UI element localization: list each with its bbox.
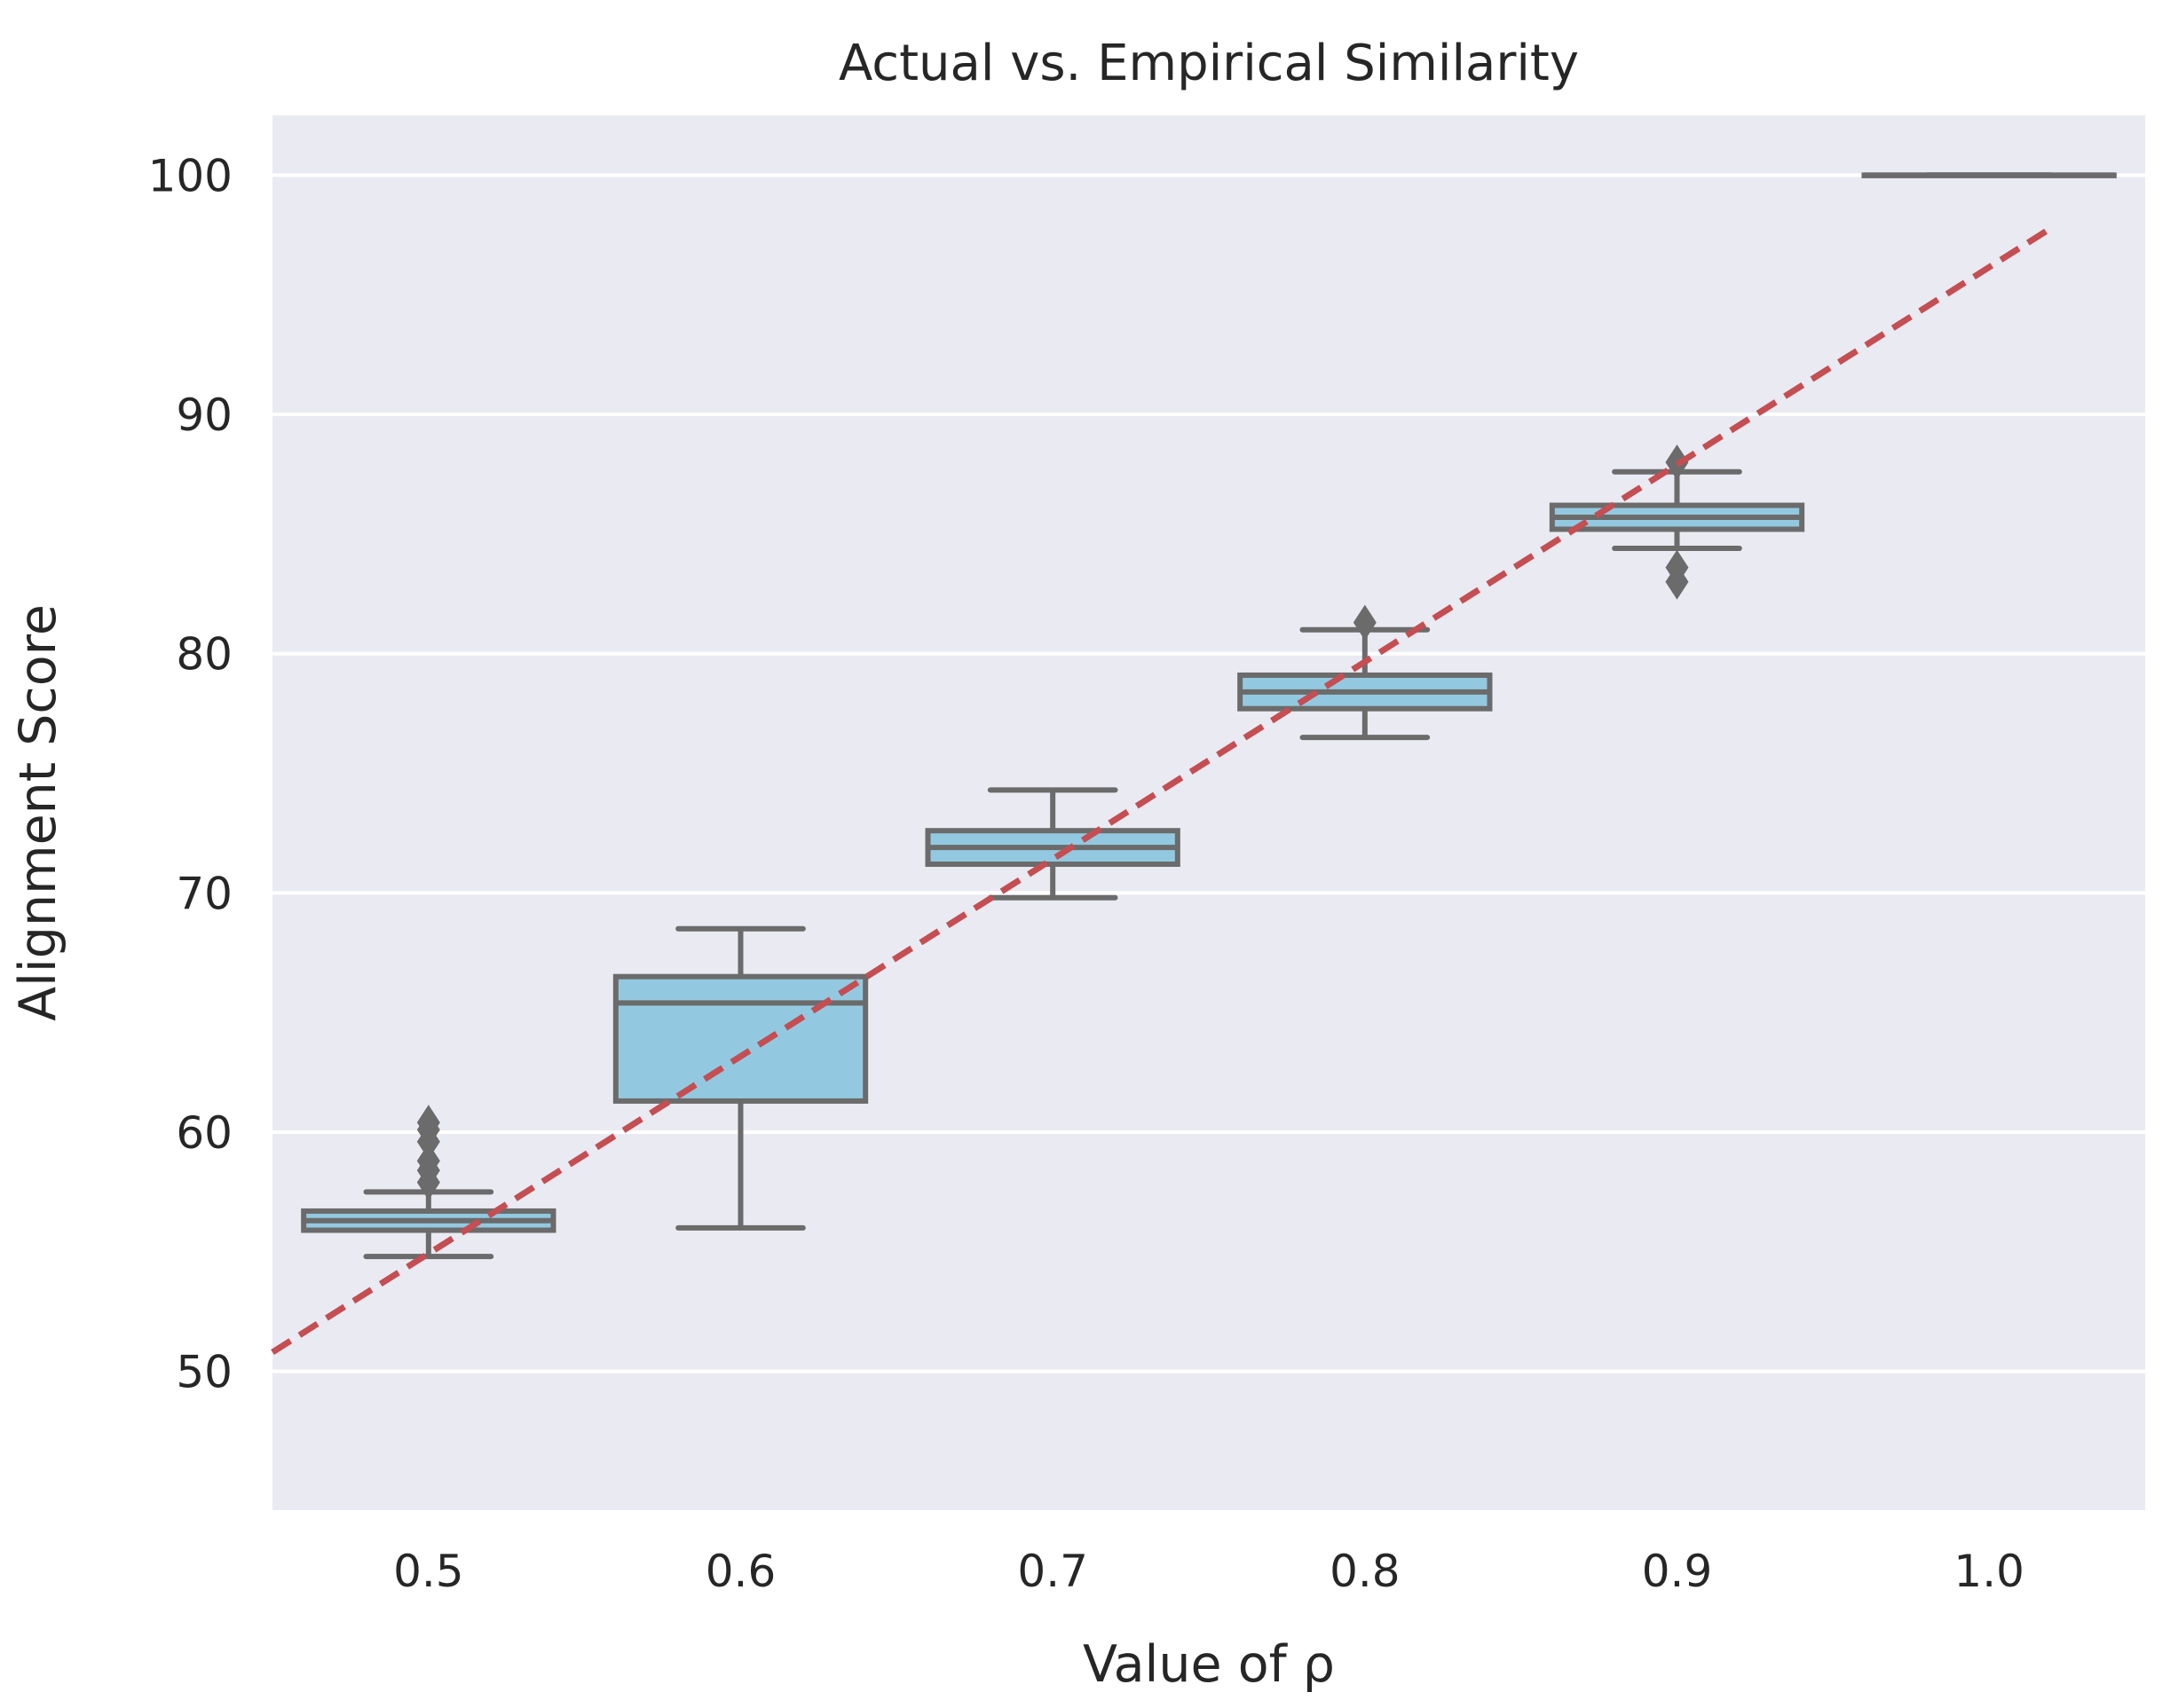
x-tick-label-0.5: 0.5 xyxy=(393,1546,464,1597)
chart-title: Actual vs. Empirical Similarity xyxy=(839,35,1579,92)
y-tick-label-80: 80 xyxy=(176,629,233,681)
outlier-0 xyxy=(1353,604,1377,641)
x-axis-label: Value of ρ xyxy=(1083,1635,1335,1694)
box-0.5 xyxy=(301,1105,556,1260)
y-tick-label-60: 60 xyxy=(176,1107,233,1159)
box-0.8 xyxy=(1237,604,1493,741)
box-0.6 xyxy=(612,925,869,1231)
y-axis-label: Alignment Score xyxy=(9,604,67,1021)
x-axis-ticks: 0.5 0.6 0.7 0.8 0.9 1.0 xyxy=(393,1546,2024,1597)
box-0.9 xyxy=(1549,444,1805,600)
plot-background xyxy=(272,115,2145,1510)
x-tick-label-0.9: 0.9 xyxy=(1642,1546,1713,1597)
x-tick-label-0.6: 0.6 xyxy=(706,1546,777,1597)
y-tick-label-90: 90 xyxy=(176,390,233,441)
box-1.0 xyxy=(1861,172,2117,178)
x-tick-label-1.0: 1.0 xyxy=(1953,1546,2024,1597)
x-tick-label-0.8: 0.8 xyxy=(1330,1546,1401,1597)
outlier-2 xyxy=(416,1143,440,1179)
y-axis-ticks: 50 60 70 80 90 100 xyxy=(148,150,233,1397)
boxes xyxy=(301,172,2117,1260)
y-tick-label-70: 70 xyxy=(176,868,233,919)
outlier-1 xyxy=(1665,549,1689,586)
y-tick-label-50: 50 xyxy=(176,1347,233,1398)
gridlines xyxy=(272,173,2145,1373)
box-0.7 xyxy=(925,787,1180,901)
y-tick-label-100: 100 xyxy=(148,150,233,201)
outlier-5 xyxy=(416,1105,440,1141)
x-tick-label-0.7: 0.7 xyxy=(1017,1546,1088,1597)
box-iqr xyxy=(612,973,869,1104)
